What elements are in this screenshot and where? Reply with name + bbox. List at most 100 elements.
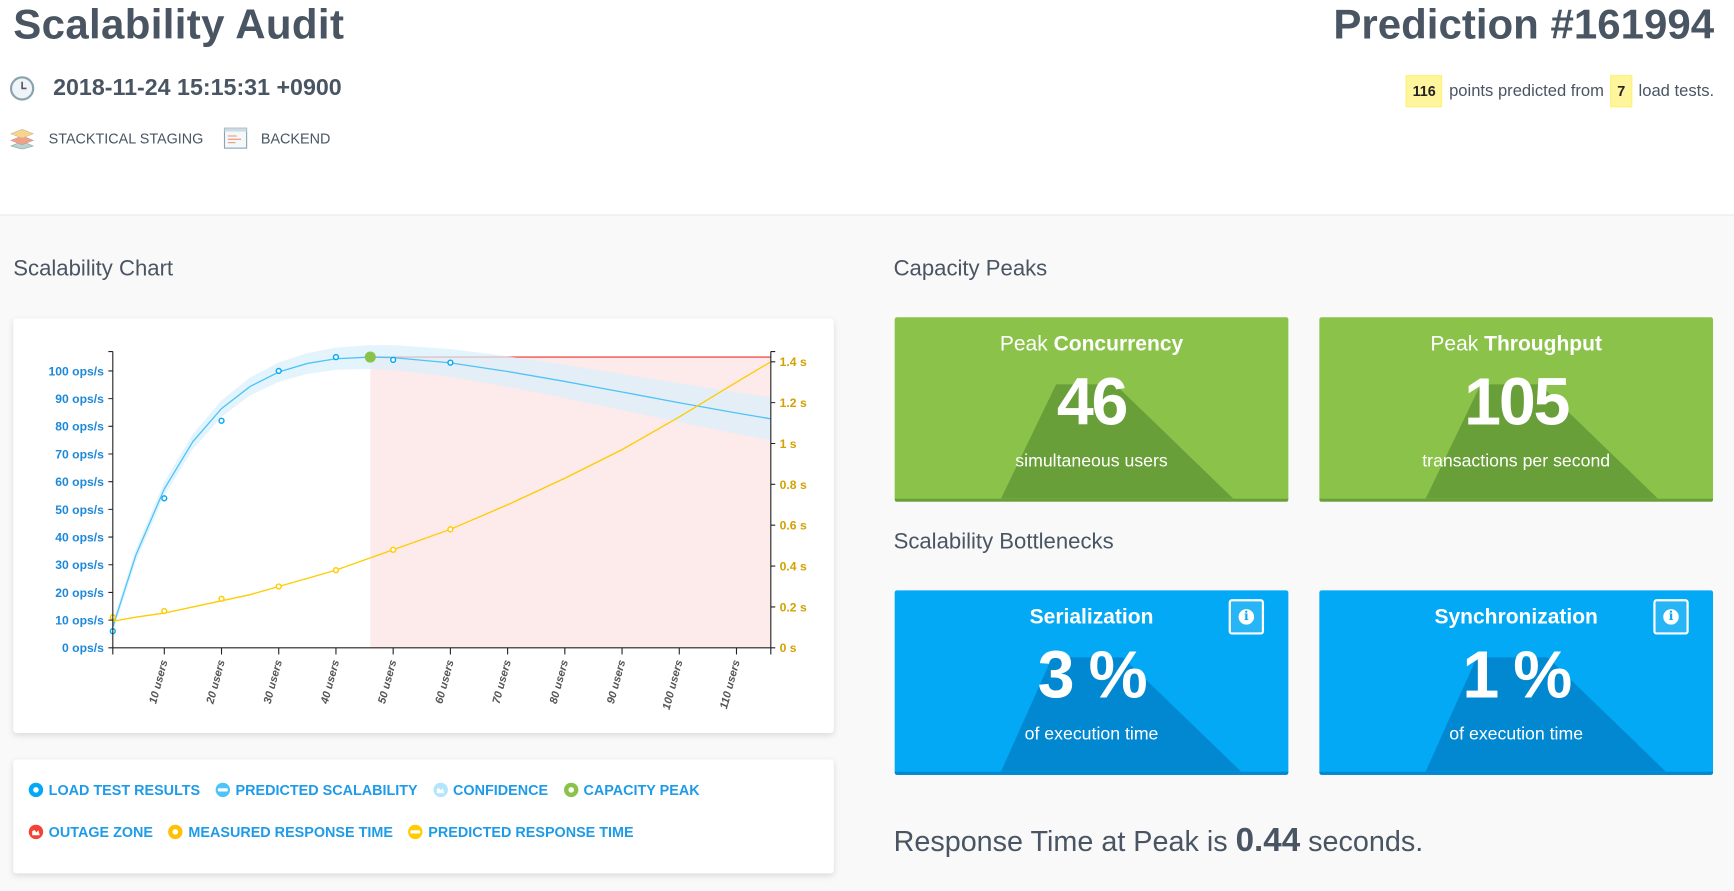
capacity-peaks-heading: Capacity Peaks <box>893 256 1048 281</box>
card-label-prefix: Peak <box>1430 332 1479 356</box>
x-tick-label: 50 users <box>376 659 399 705</box>
tags: STACKTICAL STAGING BACKEND <box>9 127 350 150</box>
response-prefix: Response Time at Peak is <box>893 824 1228 858</box>
card-label: Peak Throughput <box>1319 333 1713 357</box>
points-count-badge: 116 <box>1405 75 1443 108</box>
legend-item[interactable]: OUTAGE ZONE <box>28 821 154 841</box>
synchronization-value: 1 % <box>1462 637 1572 712</box>
left-tick-label: 70 ops/s <box>55 447 104 461</box>
legend-item[interactable]: PREDICTED RESPONSE TIME <box>408 821 634 841</box>
load-test-point <box>218 417 225 424</box>
measured-response-point <box>332 567 340 574</box>
legend-zone-icon <box>28 824 44 839</box>
legend-label: CONFIDENCE <box>453 781 549 798</box>
legend-label: MEASURED RESPONSE TIME <box>188 823 393 840</box>
legend-dot-icon <box>563 782 578 797</box>
left-tick-label: 30 ops/s <box>55 558 104 572</box>
load-test-point <box>275 367 282 375</box>
prediction-summary: 116 points predicted from 7 load tests. <box>1405 75 1715 108</box>
legend-item[interactable]: LOAD TEST RESULTS <box>28 779 201 799</box>
legend-bar-icon <box>408 824 423 839</box>
info-button[interactable]: i <box>1228 599 1265 635</box>
peak-concurrency-card: Peak Concurrency 46 simultaneous users <box>894 317 1289 502</box>
x-tick-label: 40 users <box>319 659 342 706</box>
date-row: 2018-11-24 15:15:31 +0900 <box>9 75 342 102</box>
x-tick-label: 30 users <box>262 659 285 705</box>
card-label-main: Concurrency <box>1053 332 1184 356</box>
right-tick-label: 1.2 s <box>780 396 807 410</box>
right-tick-label: 0.6 s <box>780 519 807 533</box>
legend-zone-icon <box>433 782 448 797</box>
points-text: points predicted from <box>1449 81 1604 101</box>
left-tick-label: 80 ops/s <box>55 420 104 434</box>
legend-label: PREDICTED RESPONSE TIME <box>428 823 634 840</box>
x-tick-label: 80 users <box>548 659 571 705</box>
peak-throughput-value: 105 <box>1464 364 1570 439</box>
x-tick-label: 70 users <box>491 659 514 705</box>
legend-dot-icon <box>28 782 44 797</box>
header: Scalability Audit 2018-11-24 15:15:31 +0… <box>0 0 1734 216</box>
peak-throughput-card: Peak Throughput 105 transactions per sec… <box>1319 317 1714 502</box>
legend-label: OUTAGE ZONE <box>48 823 154 840</box>
right-tick-label: 0.8 s <box>780 478 807 492</box>
right-tick-label: 1 s <box>780 437 797 451</box>
layers-icon <box>10 128 35 150</box>
legend-card: LOAD TEST RESULTS PREDICTED SCALABILITY CO… <box>13 759 834 874</box>
measured-response-point <box>447 526 454 533</box>
right-tick-label: 1.4 s <box>780 355 807 369</box>
card-label: Serialization <box>895 606 1289 630</box>
legend-label: LOAD TEST RESULTS <box>48 781 201 798</box>
scalability-chart: 0 ops/s 10 ops/s 20 ops/s 30 ops/s 40 ops/s 5… <box>49 345 807 711</box>
response-suffix: seconds. <box>1308 824 1424 858</box>
measured-response-point <box>218 595 225 602</box>
x-tick-label: 10 users <box>147 659 170 705</box>
load-test-point <box>447 359 454 366</box>
card-subtitle: of execution time <box>1024 725 1159 745</box>
load-test-point <box>161 495 168 502</box>
chart-card: 0 ops/s 10 ops/s 20 ops/s 30 ops/s 40 ops/s 5… <box>13 318 834 733</box>
left-tick-label: 0 ops/s <box>62 641 104 655</box>
legend-item[interactable]: MEASURED RESPONSE TIME <box>168 821 393 841</box>
card-label-main: Synchronization <box>1434 605 1598 630</box>
clock-icon <box>9 76 35 101</box>
left-tick-label: 100 ops/s <box>49 364 105 378</box>
tests-count-badge: 7 <box>1610 75 1632 108</box>
measured-response-point <box>161 607 168 615</box>
legend-item[interactable]: CAPACITY PEAK <box>563 779 700 799</box>
chart-legend: LOAD TEST RESULTS PREDICTED SCALABILITY CO… <box>13 759 825 863</box>
right-tick-label: 0.2 s <box>780 600 807 614</box>
environment-tag[interactable]: STACKTICAL STAGING <box>48 129 204 147</box>
x-tick-label: 100 users <box>661 659 686 711</box>
service-tag[interactable]: BACKEND <box>260 129 331 147</box>
x-tick-label: 90 users <box>605 659 628 705</box>
x-tick-label: 110 users <box>718 659 743 711</box>
x-tick-label: 20 users <box>204 659 227 706</box>
response-value: 0.44 <box>1235 822 1301 859</box>
left-tick-label: 20 ops/s <box>55 586 104 600</box>
legend-label: CAPACITY PEAK <box>583 781 700 798</box>
left-tick-label: 40 ops/s <box>55 530 104 544</box>
measured-response-point <box>275 583 282 590</box>
left-tick-label: 60 ops/s <box>55 475 104 489</box>
info-icon: i <box>1663 609 1679 625</box>
right-tick-label: 0.4 s <box>780 560 807 574</box>
left-tick-label: 50 ops/s <box>55 503 104 517</box>
legend-item[interactable]: CONFIDENCE <box>433 779 548 799</box>
right-tick-label: 0 s <box>780 641 797 655</box>
prediction-title: Prediction #161994 <box>1333 2 1715 49</box>
legend-label: PREDICTED SCALABILITY <box>235 781 418 798</box>
window-icon <box>223 127 248 149</box>
card-label: Peak Concurrency <box>895 333 1289 357</box>
info-button[interactable]: i <box>1653 599 1689 635</box>
tests-text: load tests. <box>1638 81 1715 101</box>
audit-date: 2018-11-24 15:15:31 +0900 <box>53 75 342 101</box>
capacity-peak-point <box>364 351 376 363</box>
peak-concurrency-value: 46 <box>1056 364 1129 439</box>
info-icon: i <box>1238 609 1255 625</box>
legend-dot-icon <box>168 824 183 839</box>
bottlenecks-heading: Scalability Bottlenecks <box>893 529 1114 554</box>
predicted-scalability-line <box>112 356 771 628</box>
legend-item[interactable]: PREDICTED SCALABILITY <box>215 779 418 799</box>
card-subtitle: of execution time <box>1449 725 1584 745</box>
